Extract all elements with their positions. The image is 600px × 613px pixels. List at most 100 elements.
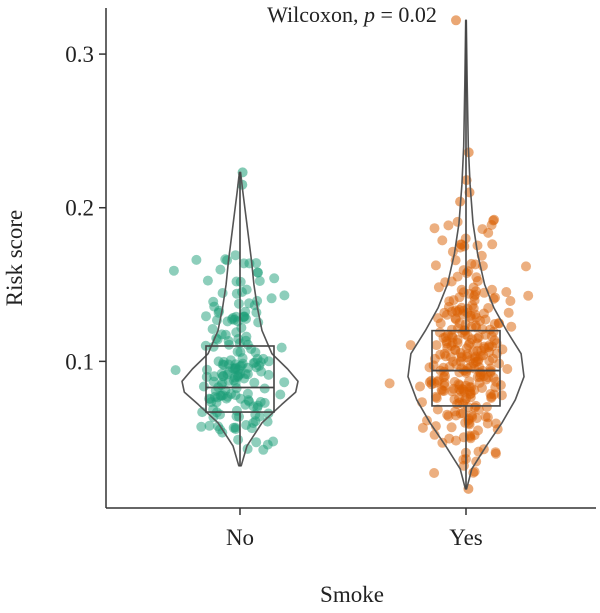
data-point (235, 393, 246, 404)
data-point (452, 216, 463, 227)
data-point (466, 410, 477, 421)
data-point (479, 343, 490, 354)
data-point (230, 250, 241, 261)
data-point (466, 258, 477, 269)
y-tick-label: 0.1 (65, 349, 94, 374)
points-yes (384, 15, 534, 494)
box-iqr (431, 329, 501, 407)
data-point (259, 383, 270, 394)
data-point (496, 390, 507, 401)
data-point (464, 419, 475, 430)
data-point (472, 338, 483, 349)
data-point (268, 436, 279, 447)
data-point (228, 312, 239, 323)
data-point (168, 265, 179, 276)
data-point (275, 389, 286, 400)
data-point (473, 425, 483, 436)
data-point (456, 239, 467, 250)
data-point (488, 326, 499, 337)
wilcoxon-annotation: Wilcoxon, p = 0.02 (267, 2, 437, 27)
data-point (502, 364, 513, 374)
data-point (211, 397, 222, 408)
data-point (249, 377, 260, 388)
data-point (456, 284, 467, 295)
data-point (258, 444, 269, 455)
data-point (251, 362, 262, 373)
data-point (506, 321, 517, 332)
data-point (490, 448, 501, 459)
annotation-prefix: Wilcoxon, (267, 2, 364, 27)
data-point (242, 339, 253, 350)
data-point (263, 408, 274, 419)
data-point (252, 267, 263, 278)
data-point (451, 435, 461, 446)
data-point (452, 338, 463, 348)
box-iqr (205, 345, 275, 413)
data-point (417, 422, 428, 433)
data-point (415, 381, 425, 392)
data-point (480, 314, 491, 325)
data-point (458, 432, 469, 443)
data-point (216, 368, 227, 379)
data-point (204, 420, 215, 431)
plot-area (168, 15, 534, 494)
data-point (233, 434, 244, 445)
data-point (218, 360, 229, 370)
data-point (447, 386, 458, 397)
annotation-p-symbol: p (362, 2, 375, 27)
data-point (472, 240, 483, 251)
data-point (443, 411, 454, 422)
y-tick-label: 0.2 (65, 196, 94, 221)
data-point (431, 340, 442, 351)
annotation-p-value: = 0.02 (375, 2, 437, 27)
data-point (258, 353, 269, 364)
data-point (495, 380, 506, 391)
x-axis-title: Smoke (320, 582, 384, 607)
data-point (505, 296, 516, 306)
data-point (241, 313, 251, 324)
y-axis-title: Risk score (2, 210, 27, 306)
data-point (279, 290, 290, 301)
data-point (228, 422, 239, 433)
data-point (463, 402, 474, 413)
data-point (486, 220, 497, 230)
data-point (430, 260, 441, 271)
data-point (480, 411, 491, 422)
data-point (202, 364, 212, 375)
data-point (198, 381, 209, 392)
data-point (209, 301, 220, 312)
data-point (491, 418, 501, 429)
data-point (429, 468, 440, 478)
data-point (439, 378, 450, 388)
data-point (252, 402, 263, 413)
data-point (231, 411, 242, 422)
data-point (458, 265, 469, 276)
data-point (196, 421, 207, 432)
data-point (432, 404, 443, 415)
x-tick-label: No (226, 525, 254, 550)
x-tick-label: Yes (449, 525, 483, 550)
data-point (448, 356, 459, 367)
data-point (217, 390, 228, 401)
data-point (170, 365, 181, 376)
data-point (222, 255, 233, 266)
data-point (235, 347, 246, 357)
data-point (213, 421, 224, 432)
data-point (241, 284, 252, 295)
data-point (437, 235, 448, 246)
data-point (424, 377, 435, 388)
data-point (276, 342, 287, 353)
data-point (470, 309, 481, 320)
data-point (201, 311, 211, 322)
data-point (455, 356, 466, 367)
data-point (503, 307, 514, 318)
data-point (266, 293, 277, 304)
data-point (230, 363, 241, 374)
data-point (521, 261, 531, 272)
data-point (244, 396, 255, 407)
data-point (215, 264, 226, 275)
group-yes (384, 15, 534, 494)
data-point (471, 272, 482, 283)
data-point (501, 287, 512, 297)
data-point (446, 422, 457, 433)
